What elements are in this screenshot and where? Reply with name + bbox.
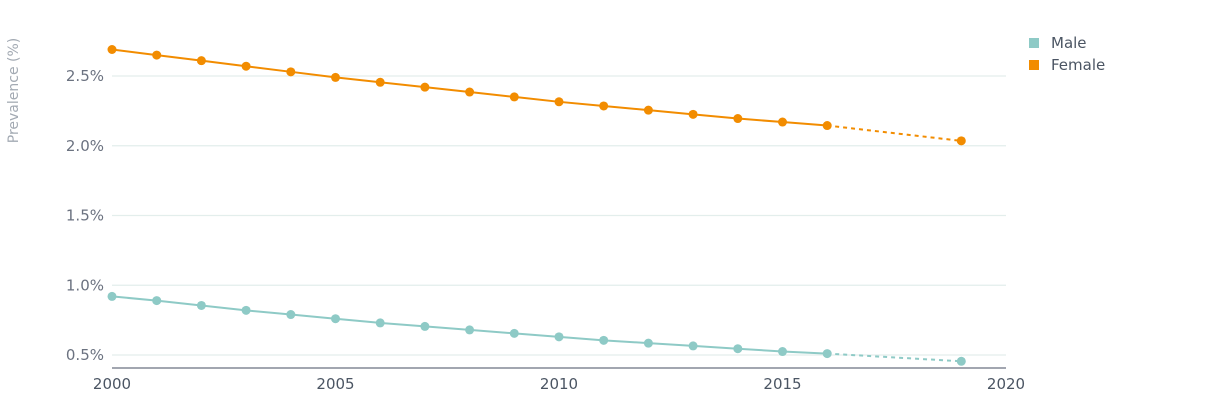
series-line-female <box>111 48 828 127</box>
legend-swatch <box>1029 60 1039 70</box>
data-point-male[interactable] <box>420 321 430 331</box>
x-tick-label: 2000 <box>93 375 131 393</box>
data-point-male[interactable] <box>599 335 609 345</box>
legend-item-male[interactable]: Male <box>1029 34 1087 52</box>
data-point-female[interactable] <box>465 87 475 97</box>
legend-swatch <box>1029 38 1039 48</box>
y-tick-label: 0.5% <box>66 346 104 364</box>
data-point-male[interactable] <box>733 344 743 354</box>
legend-label: Male <box>1051 34 1087 52</box>
data-point-female[interactable] <box>241 61 251 71</box>
data-point-male[interactable] <box>375 318 385 328</box>
data-point-female[interactable] <box>956 136 966 146</box>
data-point-male[interactable] <box>286 310 296 320</box>
x-tick-label: 2015 <box>763 375 801 393</box>
data-point-male[interactable] <box>465 325 475 335</box>
data-point-male[interactable] <box>956 356 966 366</box>
series-lines <box>107 44 966 366</box>
data-point-female[interactable] <box>375 77 385 87</box>
data-point-male[interactable] <box>822 349 832 359</box>
series-line-male <box>111 295 828 355</box>
data-point-female[interactable] <box>107 44 117 54</box>
series-projection-male <box>827 352 962 363</box>
data-point-male[interactable] <box>643 338 653 348</box>
data-point-female[interactable] <box>822 121 832 131</box>
data-point-male[interactable] <box>778 347 787 357</box>
y-tick-label: 2.5% <box>66 67 104 85</box>
data-point-male[interactable] <box>152 296 162 306</box>
axes: 0.5% 1.0% 1.5% 2.0% 2.5% 2000 2005 2010 2015 2020… <box>6 38 1025 393</box>
data-point-male[interactable] <box>554 332 564 342</box>
x-tick-label: 2010 <box>540 375 578 393</box>
data-point-male[interactable] <box>107 291 117 301</box>
series-projection-female <box>827 124 962 142</box>
data-point-male[interactable] <box>509 328 519 338</box>
y-tick-label: 1.0% <box>66 276 104 294</box>
data-point-male[interactable] <box>196 300 206 310</box>
y-tick-label: 1.5% <box>66 207 104 225</box>
legend: Male Female <box>1029 34 1105 74</box>
x-tick-label: 2020 <box>987 375 1025 393</box>
x-tick-label: 2005 <box>316 375 354 393</box>
data-point-male[interactable] <box>688 341 698 351</box>
data-point-female[interactable] <box>599 101 609 111</box>
series-female <box>107 44 966 146</box>
y-axis-title: Prevalence (%) <box>6 38 22 144</box>
data-point-female[interactable] <box>509 92 519 102</box>
legend-label: Female <box>1051 56 1105 74</box>
series-male <box>107 291 966 366</box>
data-point-female[interactable] <box>420 82 430 92</box>
data-point-female[interactable] <box>778 117 787 127</box>
data-point-female[interactable] <box>643 105 653 115</box>
data-point-female[interactable] <box>331 72 340 82</box>
data-point-male[interactable] <box>331 314 340 324</box>
data-point-female[interactable] <box>152 50 162 60</box>
data-point-female[interactable] <box>554 97 564 107</box>
legend-item-female[interactable]: Female <box>1029 56 1105 74</box>
data-point-female[interactable] <box>286 67 296 77</box>
data-point-female[interactable] <box>733 114 743 124</box>
data-point-female[interactable] <box>196 56 206 66</box>
data-point-male[interactable] <box>241 305 251 315</box>
data-point-female[interactable] <box>688 109 698 119</box>
grid-lines <box>112 75 1006 356</box>
y-tick-label: 2.0% <box>66 137 104 155</box>
